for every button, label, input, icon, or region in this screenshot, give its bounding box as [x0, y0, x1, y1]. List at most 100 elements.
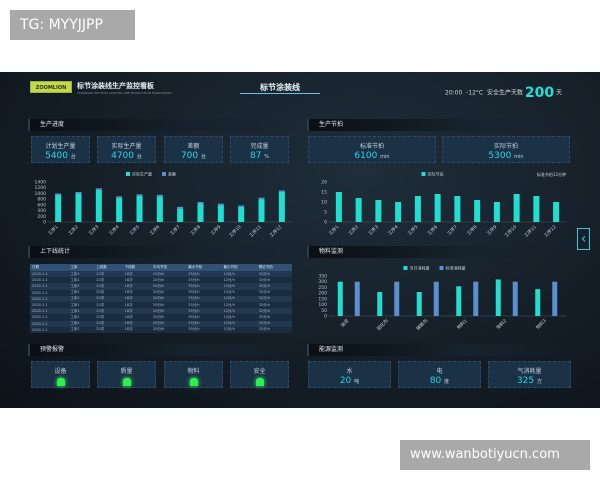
table-row: 2020.1.1 工序1 20次 18次 20分/h 35分/h 12分/h 32分/h — [30, 308, 292, 315]
alarm-label: 安全 — [253, 368, 266, 375]
table-cell: 20次 — [94, 277, 123, 284]
legend-swatch — [403, 266, 408, 270]
x-tick-label: 物料3 — [534, 317, 547, 330]
table-cell: 工序1 — [68, 289, 95, 296]
alarm-label: 物料 — [187, 368, 200, 375]
column-header: 理论节拍 — [256, 264, 292, 271]
table-row: 2020.1.1 工序1 20次 18次 20分/h 35分/h 12分/h 32分/h — [30, 320, 292, 327]
card-unit: 台 — [70, 154, 76, 160]
legend-swatch — [162, 172, 166, 176]
card-label: 气消耗量 — [517, 368, 542, 375]
bar-0 — [377, 292, 383, 316]
bar-1 — [177, 206, 184, 209]
table-cell: 32分/h — [256, 301, 292, 309]
table-cell: 20分/h — [151, 295, 187, 302]
table-cell: 工序1 — [68, 320, 95, 327]
table-cell: 12分/h — [221, 295, 257, 302]
y-tick-label: 15 — [321, 190, 327, 196]
bar-1 — [473, 281, 479, 316]
legend-swatch — [439, 266, 444, 270]
column-header: 最大节拍 — [186, 264, 222, 271]
alarm-items-card: 质量 — [97, 361, 156, 388]
bar-0 — [337, 281, 343, 316]
y-tick-label: 0 — [324, 220, 327, 226]
bar-0 — [335, 192, 342, 222]
alarm-label: 设备 — [54, 368, 67, 375]
x-tick-label: 工序9 — [485, 223, 498, 236]
column-header: 上线数 — [94, 264, 123, 271]
table-cell: 20次 — [94, 283, 123, 290]
bar-0 — [95, 189, 102, 222]
chart-annotation: 标准节拍12分钟 — [537, 171, 566, 177]
table-cell: 工序1 — [68, 308, 95, 315]
bar-0 — [414, 196, 421, 222]
card-unit: 度 — [444, 379, 450, 385]
side-prev-button[interactable]: ‹ — [577, 228, 590, 250]
table-cell: 2020.1.1 — [30, 283, 69, 290]
bar-1 — [512, 281, 518, 316]
table-row: 2020.1.1 工序1 20次 18次 20分/h 35分/h 12分/h 32分/h — [30, 277, 292, 284]
table-cell: 32分/h — [256, 320, 292, 327]
table-cell: 20分/h — [151, 308, 187, 315]
logo: ZOOMLION — [30, 81, 72, 93]
card-value: 5300 — [488, 151, 512, 161]
card-label: 实际生产量 — [111, 143, 142, 150]
x-tick-label: 工序6 — [148, 223, 161, 236]
card-value: 20 — [339, 376, 352, 386]
table-cell: 2020.1.1 — [30, 271, 69, 278]
x-tick-label: 工序11 — [248, 223, 263, 238]
table-row: 2020.1.1 工序1 20次 18次 20分/h 35分/h 12分/h 32分/h — [30, 295, 292, 302]
x-tick-label: 物料1 — [455, 317, 468, 330]
table-cell: 12分/h — [221, 326, 257, 333]
table-row: 2020.1.1 工序1 20次 18次 20分/h 35分/h 12分/h 32分/h — [30, 301, 292, 309]
table-cell: 20分/h — [151, 314, 187, 321]
bar-0 — [197, 203, 204, 222]
table-cell: 32分/h — [256, 271, 292, 278]
progress-cards-card: 差额 700 台 — [164, 136, 223, 163]
table-cell: 18次 — [122, 277, 151, 284]
bar-0 — [474, 200, 481, 222]
legend-swatch — [421, 172, 426, 176]
table-row: 2020.1.1 工序1 20次 18次 20分/h 35分/h 12分/h 32分/h — [30, 326, 292, 333]
alarm-items-card: 设备 — [31, 361, 90, 388]
card-value: 6100 — [354, 151, 378, 161]
bar-1 — [354, 281, 360, 316]
table-cell: 18次 — [122, 301, 151, 309]
table-cell: 2020.1.1 — [30, 301, 69, 309]
legend-label: 标准消耗量 — [446, 265, 466, 271]
table-cell: 2020.1.1 — [30, 295, 69, 302]
beat-cards-card: 标准节拍 6100 min — [308, 136, 436, 163]
table-cell: 20次 — [94, 308, 123, 315]
section-beat: 生产节拍 — [307, 119, 570, 131]
energy-cards-card: 水 20 吨 — [308, 361, 391, 388]
table-cell: 12分/h — [221, 271, 257, 278]
bar-1 — [217, 203, 224, 206]
energy-cards-card: 电 80 度 — [398, 361, 481, 388]
section-progress: 生产进度 — [28, 119, 298, 131]
bar-1 — [136, 194, 143, 196]
table-cell: 18次 — [122, 289, 151, 296]
x-tick-label: 工序5 — [406, 223, 419, 236]
card-label: 实际节拍 — [493, 143, 518, 150]
x-tick-label: 工序1 — [327, 223, 340, 236]
table-cell: 35分/h — [186, 271, 222, 278]
table-cell: 32分/h — [256, 289, 292, 296]
bar-0 — [136, 195, 143, 222]
table-cell: 20分/h — [151, 301, 187, 309]
table-cell: 35分/h — [186, 314, 222, 321]
y-tick-label: 300 — [318, 279, 327, 285]
card-label: 水 — [346, 368, 353, 375]
alarm-light-icon — [255, 378, 264, 386]
table-cell: 20次 — [94, 301, 123, 309]
table-cell: 35分/h — [186, 295, 222, 302]
x-tick-label: 固化剂 — [375, 317, 390, 332]
table-cell: 20次 — [94, 289, 123, 296]
table-cell: 32分/h — [256, 295, 292, 302]
table-cell: 工序1 — [68, 295, 95, 302]
y-tick-label: 800 — [37, 197, 46, 203]
safe-days-label: 安全生产天数 — [486, 89, 523, 97]
table-cell: 35分/h — [186, 301, 222, 309]
bar-0 — [513, 194, 520, 222]
